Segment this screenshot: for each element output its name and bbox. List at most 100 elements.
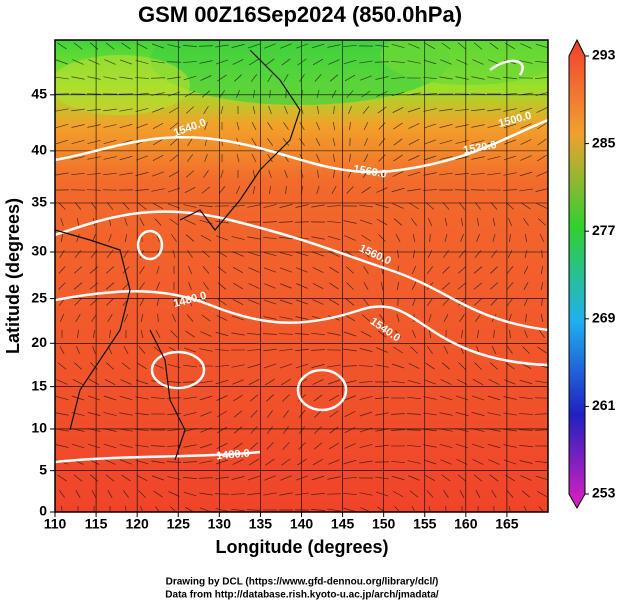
streamline xyxy=(107,314,113,322)
streamline xyxy=(423,396,437,400)
streamline xyxy=(314,426,322,434)
streamline xyxy=(471,189,485,191)
streamline xyxy=(491,250,497,258)
streamline xyxy=(408,123,420,129)
streamline xyxy=(343,459,357,465)
streamline xyxy=(327,332,341,336)
streamline xyxy=(443,490,449,498)
streamline xyxy=(507,346,513,354)
streamline xyxy=(268,169,272,179)
streamline xyxy=(475,202,481,210)
streamline xyxy=(199,395,213,401)
streamline xyxy=(455,412,469,416)
streamline xyxy=(249,394,259,402)
streamline xyxy=(312,299,324,305)
streamline xyxy=(396,281,400,291)
y-tick-label: 45 xyxy=(31,86,47,102)
streamline xyxy=(231,236,245,240)
streamline xyxy=(424,139,436,145)
streamline xyxy=(471,76,485,80)
streamline xyxy=(455,428,469,432)
streamline xyxy=(311,509,325,511)
streamline xyxy=(55,139,69,145)
streamline xyxy=(313,442,323,450)
streamline xyxy=(57,362,67,370)
streamline xyxy=(408,139,420,145)
streamline xyxy=(87,76,101,80)
streamline xyxy=(119,123,133,129)
streamline xyxy=(279,221,293,223)
streamline xyxy=(55,412,69,416)
streamline xyxy=(248,283,260,289)
streamline xyxy=(136,123,148,129)
streamline xyxy=(359,348,373,352)
streamline xyxy=(71,172,85,176)
streamline xyxy=(361,234,371,242)
streamline xyxy=(136,43,148,49)
streamline xyxy=(123,490,129,498)
streamline xyxy=(535,460,548,464)
streamline xyxy=(344,314,356,322)
streamline xyxy=(200,234,212,242)
streamline xyxy=(471,412,485,416)
streamline xyxy=(376,218,388,226)
streamline xyxy=(537,154,547,162)
streamline xyxy=(461,217,463,227)
streamline xyxy=(284,105,288,115)
streamline xyxy=(444,233,448,243)
streamline xyxy=(188,265,192,275)
streamline xyxy=(488,459,500,465)
streamline xyxy=(407,460,421,464)
streamline xyxy=(506,266,514,274)
streamline xyxy=(263,299,277,305)
streamline xyxy=(489,282,499,290)
streamline xyxy=(471,140,485,144)
streamline xyxy=(317,169,319,179)
streamline xyxy=(215,364,229,368)
streamline xyxy=(535,413,548,415)
streamline xyxy=(87,412,101,416)
streamline xyxy=(250,74,258,82)
streamline xyxy=(137,362,147,370)
credit: Drawing by DCL (https://www.gfd-dennou.o… xyxy=(166,577,439,588)
grid xyxy=(55,40,548,512)
streamline xyxy=(520,155,532,161)
streamline xyxy=(407,107,421,113)
y-tick-label: 20 xyxy=(31,334,47,350)
streamline xyxy=(424,474,436,482)
streamline xyxy=(137,202,147,210)
streamline xyxy=(471,395,485,401)
streamline xyxy=(329,266,339,274)
streamline xyxy=(183,75,197,81)
streamline xyxy=(427,249,433,259)
streamline xyxy=(235,185,241,195)
streamline xyxy=(104,59,116,65)
contour-label: 1480.0 xyxy=(216,447,251,462)
streamline xyxy=(89,42,99,50)
streamline xyxy=(200,75,212,81)
streamline xyxy=(251,153,257,163)
contour-label: 1520.0 xyxy=(462,139,497,157)
streamline xyxy=(173,297,175,307)
streamline xyxy=(298,410,306,418)
streamline xyxy=(107,490,113,498)
streamline xyxy=(55,428,69,432)
streamline xyxy=(441,474,451,482)
streamline xyxy=(119,412,133,416)
streamline xyxy=(426,490,434,498)
streamline xyxy=(279,236,293,240)
streamline xyxy=(121,42,131,50)
streamline xyxy=(280,43,292,49)
streamline xyxy=(379,249,385,259)
colorbar-tick-label: 293 xyxy=(592,47,616,63)
streamline xyxy=(315,138,321,146)
streamline xyxy=(311,492,325,496)
streamline xyxy=(103,140,117,144)
streamline xyxy=(295,492,309,496)
streamline xyxy=(503,428,517,432)
streamline xyxy=(172,313,176,323)
x-tick-label: 165 xyxy=(495,516,519,532)
streamline xyxy=(151,43,165,49)
streamline xyxy=(135,444,149,448)
streamline xyxy=(445,329,447,339)
